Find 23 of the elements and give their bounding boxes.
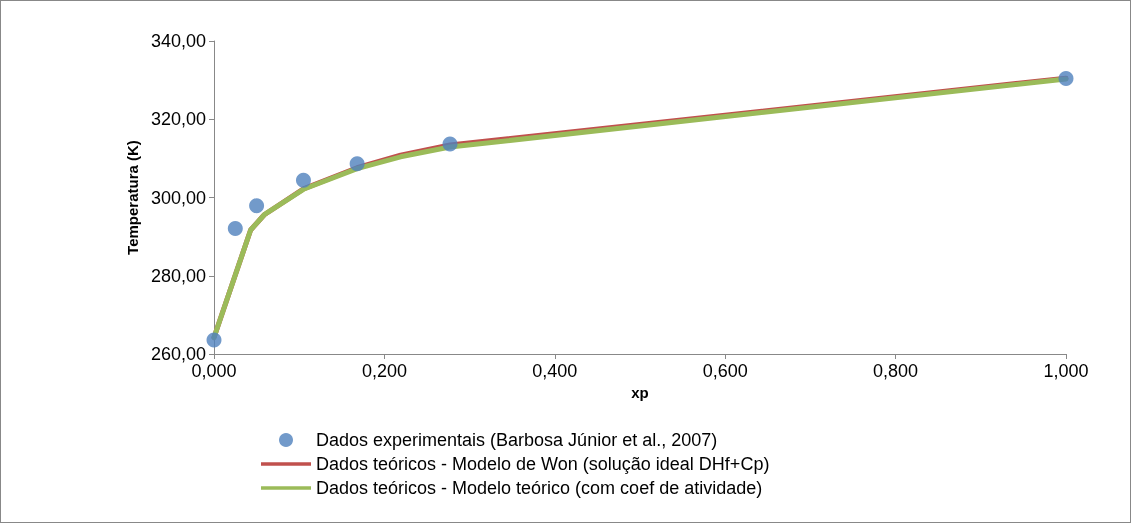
point bbox=[349, 156, 365, 172]
point bbox=[1058, 71, 1074, 87]
point bbox=[249, 198, 265, 214]
y-tick-label: 260,00 bbox=[150, 344, 206, 364]
legend-label: Dados experimentais (Barbosa Júnior et al., 2007) bbox=[316, 430, 718, 450]
x-tick-label: 0,800 bbox=[873, 361, 919, 381]
point bbox=[295, 172, 311, 188]
x-tick-label: 0,200 bbox=[361, 361, 407, 381]
legend-label: Dados teóricos - Modelo de Won (solução ideal DHf+Cp) bbox=[316, 454, 770, 474]
y-tick-label: 340,00 bbox=[150, 31, 206, 51]
x-tick-label: 0,000 bbox=[191, 361, 237, 381]
y-axis-title: Temperatura (K) bbox=[124, 140, 142, 255]
y-tick-label: 320,00 bbox=[150, 109, 206, 130]
y-tick-label: 280,00 bbox=[150, 265, 206, 286]
x-tick-label: 0,600 bbox=[702, 361, 748, 381]
point bbox=[206, 332, 222, 348]
x-axis-title: xp bbox=[631, 383, 649, 401]
x-tick-label: 1,000 bbox=[1043, 361, 1089, 381]
point bbox=[227, 220, 243, 236]
x-tick-label: 0,400 bbox=[532, 361, 578, 381]
y-tick-label: 300,00 bbox=[150, 187, 206, 208]
legend-label: Dados teóricos - Modelo teórico (com coef de atividade) bbox=[316, 478, 763, 498]
point bbox=[442, 136, 458, 152]
